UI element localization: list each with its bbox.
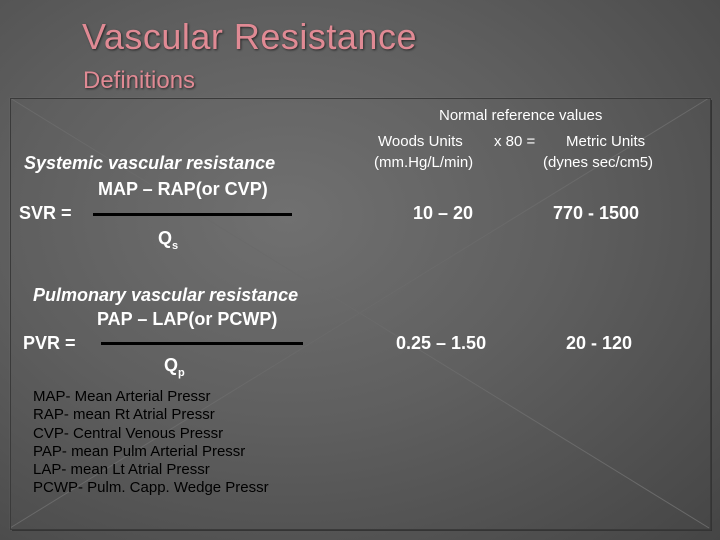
- pvr-lhs: PVR =: [23, 333, 76, 353]
- pvr-denominator-q: Q: [164, 355, 179, 375]
- pvr-formula-title: Pulmonary vascular resistance: [33, 285, 299, 305]
- svr-numerator: MAP – RAP(or CVP): [98, 179, 268, 199]
- legend-item: MAP- Mean Arterial Pressr: [33, 388, 211, 405]
- svr-denominator: Qs: [158, 228, 178, 252]
- slide-title: Vascular Resistance: [82, 16, 417, 57]
- legend-item: RAP- mean Rt Atrial Pressr: [33, 406, 215, 424]
- svr-denominator-subscript: s: [172, 240, 179, 252]
- svr-fraction-bar: [93, 213, 292, 216]
- metric-unit-label: (dynes sec/cm5): [543, 154, 654, 171]
- pvr-denominator-subscript: p: [178, 367, 185, 379]
- svr-formula-title: Systemic vascular resistance: [24, 153, 276, 173]
- reference-caption: Normal reference values: [439, 107, 603, 124]
- content-frame: [10, 98, 711, 530]
- legend-item: PCWP- Pulm. Capp. Wedge Pressr: [33, 479, 269, 497]
- pvr-denominator: Qp: [164, 355, 185, 379]
- legend-item: CVP- Central Venous Pressr: [33, 424, 224, 442]
- pvr-numerator: PAP – LAP(or PCWP): [97, 309, 278, 329]
- multiplier-label: x 80 =: [494, 133, 536, 150]
- svr-metric-value: 770 - 1500: [553, 203, 640, 223]
- content-frame-shadow: [12, 100, 712, 531]
- legend-item: LAP- mean Lt Atrial Pressr: [33, 461, 210, 479]
- slide-subtitle: Definitions: [83, 67, 196, 94]
- woods-units-header: Woods Units: [378, 133, 463, 150]
- metric-units-header: Metric Units: [566, 133, 646, 150]
- legend-item: PAP- mean Pulm Arterial Pressr: [33, 442, 246, 460]
- abbreviation-legend: MAP- Mean Arterial Pressr RAP- mean Rt A…: [33, 388, 269, 498]
- woods-unit-label: (mm.Hg/L/min): [374, 154, 474, 171]
- pvr-woods-value: 0.25 – 1.50: [396, 333, 487, 353]
- svr-denominator-q: Q: [158, 228, 173, 248]
- pvr-metric-value: 20 - 120: [566, 333, 633, 353]
- pvr-fraction-bar: [101, 342, 303, 345]
- svr-woods-value: 10 – 20: [413, 203, 474, 223]
- svr-lhs: SVR =: [19, 203, 72, 223]
